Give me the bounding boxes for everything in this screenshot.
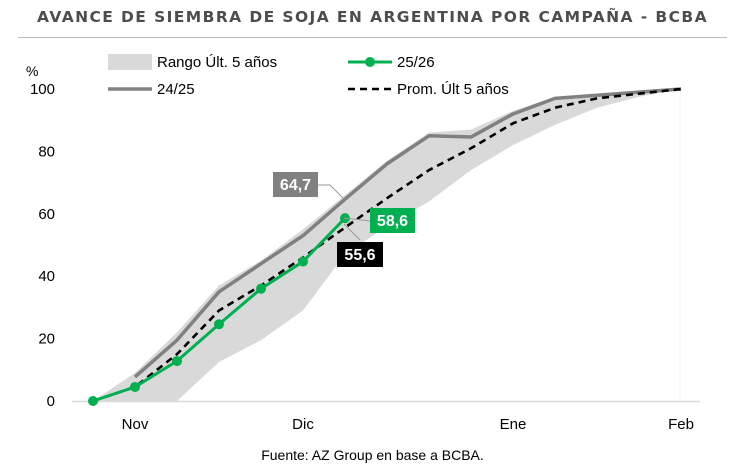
label-leader-25-26 xyxy=(343,217,371,222)
label-24-25-box xyxy=(273,172,318,197)
title-divider xyxy=(18,37,727,38)
legend-25-26-label: 25/26 xyxy=(397,54,435,71)
series-25-26-point xyxy=(256,283,266,294)
x-tick-label: Ene xyxy=(500,416,527,433)
label-avg: 55,6 xyxy=(344,247,375,264)
label-25-26-box xyxy=(370,208,415,233)
label-leader-24-25 xyxy=(318,184,345,200)
chart-title: AVANCE DE SIEMBRA DE SOJA EN ARGENTINA P… xyxy=(37,8,708,26)
range-band xyxy=(93,89,681,401)
label-avg-box xyxy=(337,242,383,267)
y-tick-label: 0 xyxy=(47,393,55,410)
y-tick-label: 100 xyxy=(30,81,55,98)
y-tick-label: 40 xyxy=(38,268,55,285)
legend-24-25-label: 24/25 xyxy=(157,81,195,98)
legend-range-swatch xyxy=(108,54,152,70)
label-25-26: 58,6 xyxy=(377,213,408,230)
y-tick-label: 60 xyxy=(38,206,55,223)
legend-range-label: Rango Últ. 5 años xyxy=(157,54,277,71)
x-tick-label: Feb xyxy=(668,416,694,433)
y-tick-label: 80 xyxy=(38,143,55,160)
series-25-26-point xyxy=(88,396,98,406)
legend-avg-label: Prom. Últ 5 años xyxy=(397,81,509,98)
series-25-26-point xyxy=(130,381,140,392)
label-leader-avg xyxy=(343,223,361,241)
x-tick-label: Dic xyxy=(292,416,314,433)
series-25-26-point xyxy=(172,356,182,367)
y-tick-label: 20 xyxy=(38,331,55,348)
x-tick-label: Nov xyxy=(122,416,149,433)
legend-25-26-marker xyxy=(365,57,375,67)
series-avg-line xyxy=(92,87,682,403)
source-note: Fuente: AZ Group en base a BCBA. xyxy=(261,447,484,463)
series-25-26-point xyxy=(214,319,224,330)
series-25-26-point xyxy=(298,256,308,267)
label-24-25: 64,7 xyxy=(280,177,311,194)
series-24-25-line xyxy=(133,87,682,379)
y-axis-label: % xyxy=(26,63,38,79)
